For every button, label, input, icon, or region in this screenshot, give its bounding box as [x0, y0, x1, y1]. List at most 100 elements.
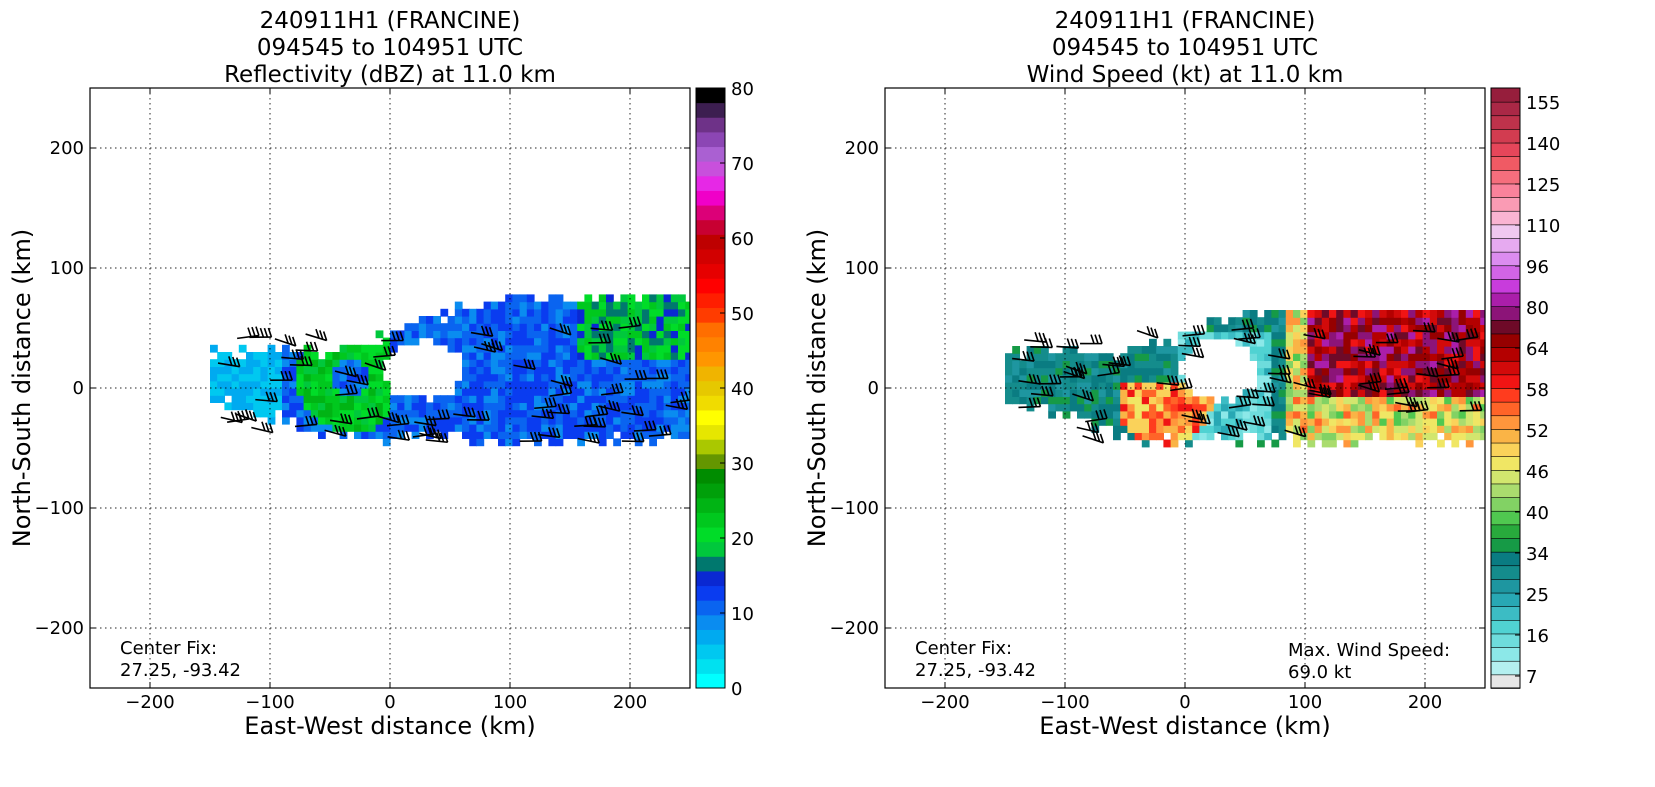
field-cell: [469, 308, 477, 317]
field-cell: [1372, 410, 1380, 419]
field-cell: [361, 416, 369, 425]
wind-barb: [550, 374, 573, 387]
field-cell: [1350, 360, 1359, 369]
field-cell: [570, 352, 578, 360]
field-cell: [397, 337, 405, 346]
field-cell: [512, 359, 521, 367]
barb-flag: [612, 400, 617, 411]
field-cell: [498, 366, 506, 375]
barb-flag: [433, 428, 438, 438]
wind-barb: [427, 409, 451, 421]
barb-flag: [1271, 382, 1276, 393]
field-cell: [390, 402, 398, 411]
field-cell: [368, 416, 377, 425]
barb-flag: [1191, 408, 1197, 419]
field-cell: [1386, 331, 1395, 340]
barb-flag: [631, 405, 636, 415]
wind-barb: [377, 410, 400, 424]
field-cell: [562, 395, 571, 403]
barb-flag: [441, 409, 447, 419]
field-cell: [411, 409, 420, 418]
field-cell: [1249, 403, 1258, 412]
barb-flag: [395, 331, 401, 341]
field-cell: [1113, 367, 1121, 376]
field-cell: [1314, 382, 1323, 390]
field-cell: [217, 373, 225, 382]
field-cell: [1257, 396, 1265, 405]
field-cell: [627, 337, 636, 346]
field-cell: [1393, 353, 1402, 361]
field-cell: [253, 409, 261, 418]
field-cell: [267, 388, 276, 396]
field-cell: [346, 402, 355, 411]
field-cell: [1271, 382, 1280, 390]
barb-staff: [1303, 333, 1326, 340]
barb-flag: [437, 429, 442, 439]
field-cell: [1033, 367, 1042, 376]
barb-flag: [485, 410, 490, 421]
field-cell: [318, 424, 326, 432]
colorbar-segment: [696, 527, 725, 543]
barb-flag: [1118, 355, 1124, 365]
field-cell: [1271, 410, 1280, 419]
wind-barb: [1437, 331, 1460, 343]
field-cell: [584, 337, 593, 346]
field-cell: [1077, 382, 1085, 390]
field-cell: [1357, 389, 1366, 397]
field-cell: [1401, 331, 1409, 340]
field-cell: [282, 388, 290, 396]
field-cell: [505, 352, 513, 360]
colorbar-segment: [1490, 605, 1521, 621]
colorbar-segment: [1490, 646, 1521, 662]
field-cell: [238, 402, 247, 411]
field-cell: [411, 395, 420, 403]
field-cell: [1098, 353, 1107, 361]
barb-flag: [439, 432, 445, 443]
field-cell: [1437, 439, 1445, 448]
field-cell: [1127, 396, 1136, 405]
field-cell: [1091, 367, 1100, 376]
field-cell: [627, 294, 636, 303]
field-cell: [411, 402, 420, 411]
field-cell: [613, 373, 621, 382]
field-cell: [483, 323, 492, 331]
wind-barb: [537, 427, 561, 439]
barb-flag: [1206, 414, 1211, 424]
field-cell: [462, 359, 470, 367]
barb-flag: [1251, 334, 1257, 344]
field-cell: [1437, 374, 1445, 383]
field-cell: [253, 359, 261, 367]
barb-staff: [295, 349, 318, 352]
field-cell: [483, 337, 492, 346]
barb-flag: [383, 346, 388, 356]
field-cell: [1401, 432, 1409, 441]
barb-flag: [300, 355, 305, 366]
barb-staff: [1072, 393, 1094, 402]
field-cell: [570, 431, 578, 439]
barb-flag: [375, 406, 380, 417]
barb-flag: [288, 335, 293, 345]
barb-flag: [1198, 413, 1203, 423]
field-cell: [1120, 374, 1128, 383]
barb-flag: [348, 366, 354, 376]
field-cell: [613, 301, 621, 310]
field-cell: [397, 409, 405, 418]
field-cell: [1350, 396, 1359, 405]
field-cell: [1105, 382, 1114, 390]
field-cell: [663, 380, 672, 389]
field-cell: [274, 402, 283, 411]
barb-staff: [621, 411, 644, 417]
field-cell: [231, 395, 240, 403]
field-cell: [454, 388, 463, 396]
barb-flag: [424, 415, 429, 425]
field-cell: [541, 330, 549, 339]
field-cell: [1329, 331, 1337, 340]
field-cell: [670, 323, 679, 331]
colorbar-segment: [696, 439, 725, 455]
field-cell: [1458, 425, 1467, 433]
field-cell: [382, 402, 391, 411]
field-cell: [1437, 324, 1445, 333]
barb-staff: [1231, 327, 1254, 331]
field-cell: [282, 395, 290, 403]
field-cell: [462, 308, 470, 317]
